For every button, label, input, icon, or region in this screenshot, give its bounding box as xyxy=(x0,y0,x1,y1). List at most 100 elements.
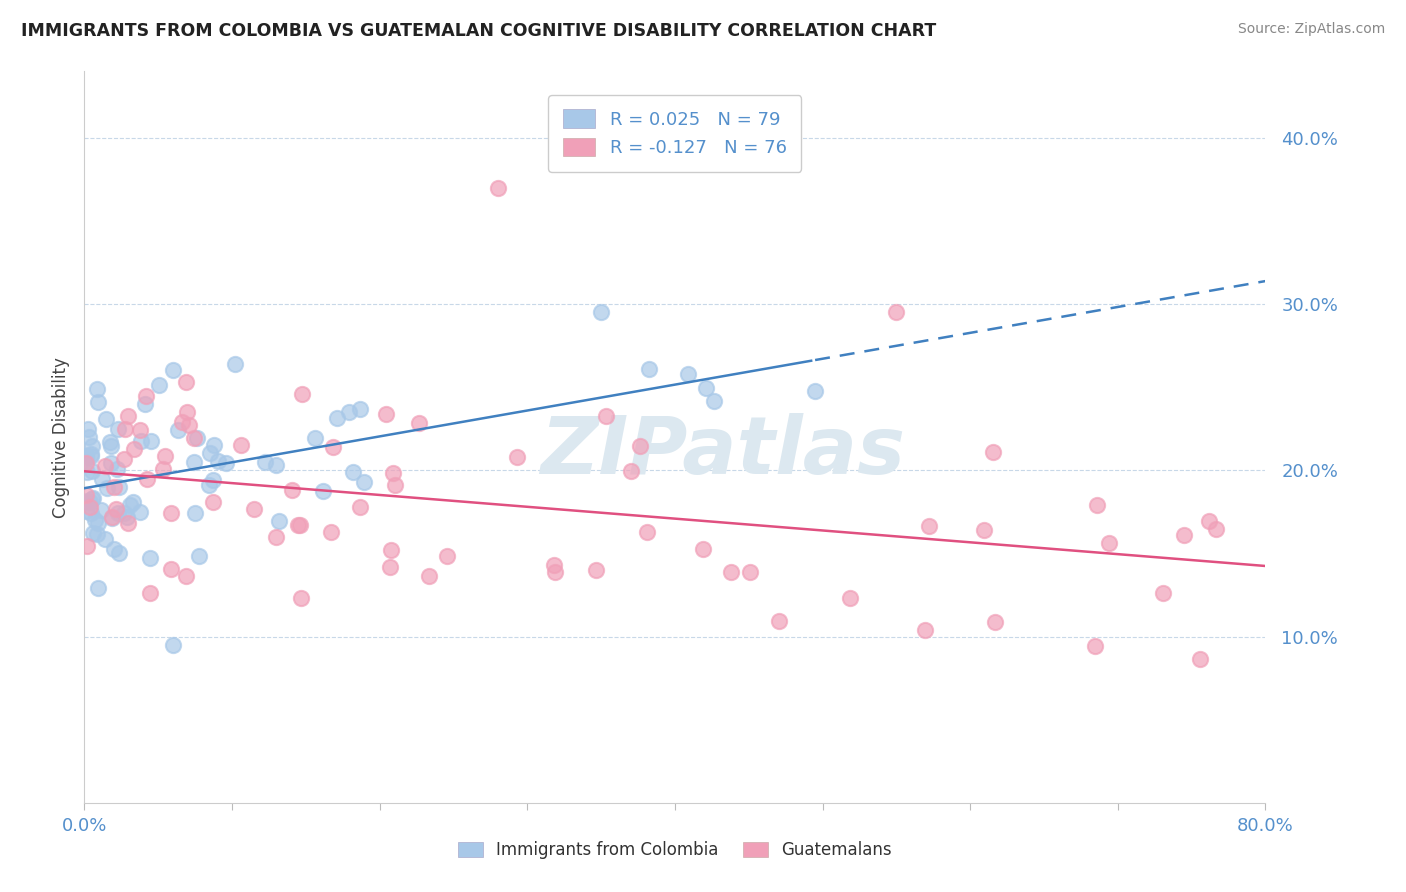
Point xyxy=(139,434,162,448)
Point xyxy=(202,438,225,452)
Point xyxy=(118,499,141,513)
Point xyxy=(159,562,181,576)
Point xyxy=(166,423,188,437)
Point xyxy=(382,467,405,481)
Point xyxy=(75,450,97,464)
Point xyxy=(183,455,205,469)
Point xyxy=(408,416,430,430)
Point xyxy=(80,492,103,507)
Point xyxy=(90,472,112,486)
Point xyxy=(98,435,121,450)
Point xyxy=(152,462,174,476)
Point xyxy=(325,410,347,425)
Point xyxy=(179,418,201,433)
Point xyxy=(139,586,162,600)
Point xyxy=(117,409,139,424)
Point xyxy=(103,542,125,557)
Point xyxy=(77,430,100,444)
Point xyxy=(107,422,129,436)
Point xyxy=(1205,522,1227,536)
Point xyxy=(87,581,110,595)
Point xyxy=(914,624,936,638)
Point xyxy=(135,472,157,486)
Point xyxy=(264,458,287,472)
Point xyxy=(1083,640,1105,654)
Point xyxy=(436,549,458,563)
Point xyxy=(242,502,264,516)
Point xyxy=(114,506,136,520)
Point xyxy=(170,415,193,429)
Point xyxy=(129,434,152,449)
Point xyxy=(107,462,129,476)
Point xyxy=(1173,528,1195,542)
Point xyxy=(101,510,124,524)
Point xyxy=(591,305,613,319)
Point xyxy=(1097,536,1119,550)
Point xyxy=(162,363,184,377)
Point xyxy=(139,551,162,566)
Point xyxy=(720,565,742,579)
Point xyxy=(1198,514,1220,528)
Point xyxy=(384,478,406,492)
Point xyxy=(129,423,152,437)
Point xyxy=(380,542,402,557)
Point xyxy=(628,439,651,453)
Point xyxy=(638,362,661,376)
Point xyxy=(229,438,252,452)
Point xyxy=(619,465,641,479)
Point xyxy=(886,305,908,319)
Point xyxy=(768,614,790,628)
Point xyxy=(973,523,995,537)
Point xyxy=(96,481,118,495)
Point xyxy=(155,449,177,463)
Point xyxy=(75,456,97,470)
Point xyxy=(918,519,941,533)
Point xyxy=(304,431,326,445)
Point xyxy=(486,180,509,194)
Point xyxy=(595,409,617,423)
Point xyxy=(184,506,207,520)
Point xyxy=(122,442,145,456)
Point xyxy=(87,516,110,530)
Point xyxy=(692,542,714,557)
Point xyxy=(1188,652,1211,666)
Point xyxy=(337,405,360,419)
Point xyxy=(148,378,170,392)
Point xyxy=(77,422,100,436)
Point xyxy=(79,494,101,508)
Point xyxy=(79,500,101,514)
Point xyxy=(80,440,103,454)
Point xyxy=(75,488,97,502)
Point xyxy=(287,518,309,533)
Point xyxy=(984,615,1007,629)
Point xyxy=(1153,586,1175,600)
Point xyxy=(207,454,229,468)
Point xyxy=(107,506,129,520)
Point xyxy=(90,503,112,517)
Point xyxy=(186,431,208,445)
Point xyxy=(134,397,156,411)
Point xyxy=(1085,498,1108,512)
Point xyxy=(114,422,136,436)
Point xyxy=(94,458,117,473)
Point xyxy=(174,568,197,582)
Legend: Immigrants from Colombia, Guatemalans: Immigrants from Colombia, Guatemalans xyxy=(449,833,901,868)
Point xyxy=(84,513,107,527)
Point xyxy=(174,376,197,390)
Point xyxy=(695,381,717,395)
Point xyxy=(740,565,762,579)
Point xyxy=(108,480,131,494)
Point xyxy=(176,405,198,419)
Point xyxy=(135,389,157,403)
Point xyxy=(86,526,108,541)
Point xyxy=(342,465,364,479)
Point xyxy=(264,531,287,545)
Point xyxy=(188,549,211,563)
Point xyxy=(82,526,104,541)
Point xyxy=(162,638,184,652)
Point xyxy=(117,516,139,531)
Point xyxy=(322,440,344,454)
Point xyxy=(76,540,98,554)
Text: IMMIGRANTS FROM COLOMBIA VS GUATEMALAN COGNITIVE DISABILITY CORRELATION CHART: IMMIGRANTS FROM COLOMBIA VS GUATEMALAN C… xyxy=(21,22,936,40)
Point xyxy=(79,506,101,520)
